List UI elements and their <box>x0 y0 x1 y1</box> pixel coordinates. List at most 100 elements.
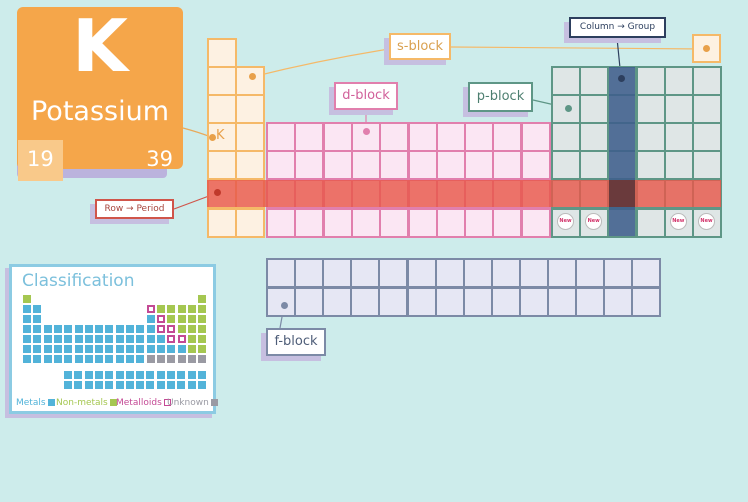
metal-cell <box>146 371 155 379</box>
metal-cell <box>94 371 103 379</box>
f-block-cell <box>434 286 465 317</box>
metal-cell <box>115 381 124 389</box>
f-block-cell <box>378 258 409 288</box>
p-block-cell <box>692 94 722 124</box>
p-block-cell <box>663 66 694 96</box>
new-badge: New <box>669 213 687 230</box>
connector-dot <box>703 45 710 52</box>
metal-cell <box>23 315 31 323</box>
d-block-cell <box>379 208 410 238</box>
p-block-cell <box>551 122 581 152</box>
nonmetal-cell <box>187 345 196 353</box>
metal-cell <box>53 345 62 353</box>
unknown-cell <box>198 355 207 363</box>
d-block-cell <box>266 208 296 238</box>
metal-cell <box>177 345 186 353</box>
d-block-cell <box>350 150 381 180</box>
metal-cell <box>156 371 165 379</box>
d-block-cell <box>379 122 410 152</box>
p-block-cell <box>635 66 666 96</box>
metal-cell <box>136 325 145 333</box>
metal-cell <box>43 335 52 343</box>
d-block-cell <box>435 208 466 238</box>
metal-cell <box>84 325 93 333</box>
p-block-cell <box>692 150 722 180</box>
new-badge: New <box>698 213 715 230</box>
metal-cell <box>64 371 72 379</box>
p-block-cell <box>579 122 610 152</box>
metal-cell <box>136 335 145 343</box>
metal-cell <box>115 345 124 353</box>
nonmetal-cell <box>198 335 207 343</box>
p-block-cell <box>579 66 610 96</box>
f-block-cell <box>266 286 296 317</box>
featured-element-card: K Potassium 19 39 <box>17 4 183 181</box>
d-block-cell <box>350 122 381 152</box>
s-block-cell <box>207 150 237 180</box>
new-badge: New <box>585 213 603 230</box>
d-block-cell <box>322 208 353 238</box>
connector-dot <box>363 128 370 135</box>
metal-cell <box>64 381 72 389</box>
metal-cell <box>53 325 62 333</box>
metal-cell <box>33 355 42 363</box>
s-block-cell <box>235 208 265 238</box>
f-block-cell <box>266 258 296 288</box>
connector-dot <box>281 302 288 309</box>
metal-cell <box>136 355 145 363</box>
unknown-cell <box>156 355 165 363</box>
d-block-cell <box>322 150 353 180</box>
metal-cell <box>125 371 134 379</box>
metal-cell <box>84 345 93 353</box>
legend-metalloids-label: Metalloids <box>116 398 162 408</box>
period-highlight <box>207 180 721 207</box>
p-block-cell <box>635 122 666 152</box>
f-block-cell <box>322 258 353 288</box>
intersection-highlight <box>609 180 635 207</box>
metal-cell <box>33 345 42 353</box>
d-block-cell <box>492 122 523 152</box>
f-block-cell <box>631 258 662 288</box>
metal-cell <box>105 355 114 363</box>
nonmetal-cell <box>167 315 176 323</box>
unknown-cell <box>177 355 186 363</box>
nonmetal-cell <box>167 305 176 313</box>
metal-cell <box>126 325 134 333</box>
connector-dot <box>618 75 625 82</box>
f-block-cell <box>490 286 521 317</box>
connector-dot <box>209 134 216 141</box>
atomic-number: 19 <box>27 147 54 171</box>
d-block-cell <box>322 122 353 152</box>
metal-cell <box>125 381 134 389</box>
unknown-cell <box>187 355 196 363</box>
metal-cell <box>115 355 124 363</box>
d-block-cell <box>435 150 466 180</box>
metal-cell <box>33 315 42 323</box>
metal-cell <box>74 371 83 379</box>
metal-cell <box>105 371 114 379</box>
metal-cell <box>156 345 165 353</box>
atomic-number-box <box>18 140 63 181</box>
p-block-cell <box>692 66 722 96</box>
p-block-label: p-block <box>468 82 533 112</box>
legend-nonmetals-label: Non-metals <box>56 398 108 408</box>
metal-cell <box>146 325 155 333</box>
p-block-cell <box>692 122 722 152</box>
classification-title: Classification <box>22 271 135 291</box>
new-badge: New <box>557 213 574 230</box>
metal-cell <box>167 381 175 389</box>
metal-cell <box>156 381 165 389</box>
metal-cell <box>115 371 124 379</box>
nonmetal-cell <box>187 305 196 313</box>
f-block-cell <box>631 286 662 317</box>
nonmetal-cell <box>177 315 186 323</box>
metal-cell <box>23 355 31 363</box>
d-block-cell <box>520 150 551 180</box>
d-block-cell <box>266 122 296 152</box>
metal-cell <box>84 335 93 343</box>
f-block-cell <box>350 286 381 317</box>
metal-cell <box>94 381 103 389</box>
d-block-cell <box>379 150 410 180</box>
metal-cell <box>167 371 175 379</box>
metal-cell <box>53 355 62 363</box>
